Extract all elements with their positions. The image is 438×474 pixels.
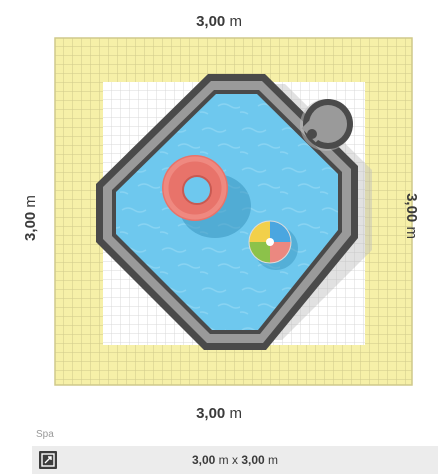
dimension-top: 3,00 m — [0, 13, 438, 30]
dimension-top-unit: m — [229, 13, 242, 30]
dimension-left: 3,00 m — [22, 188, 39, 248]
dimension-right-unit: m — [403, 226, 420, 239]
dimension-right: 3,00 m — [403, 186, 420, 246]
spa-depth-value: 3,00 — [241, 453, 265, 467]
dimension-bottom-value: 3,00 — [196, 405, 226, 422]
resize-icon — [39, 451, 57, 469]
dimension-left-value: 3,00 — [22, 211, 39, 241]
spa-size-separator: x — [232, 453, 238, 467]
spa-depth-unit: m — [268, 453, 279, 467]
spa-width-unit: m — [218, 453, 229, 467]
dimension-bottom: 3,00 m — [0, 405, 438, 422]
beach-ball — [248, 220, 298, 270]
spa-size-text: 3,00 m x 3,00 m — [32, 453, 438, 467]
pool-ladder — [300, 99, 353, 151]
dimension-top-value: 3,00 — [196, 13, 226, 30]
spa-width-value: 3,00 — [191, 453, 216, 467]
dimension-bottom-unit: m — [229, 405, 242, 422]
dimension-right-value: 3,00 — [403, 193, 420, 223]
dimension-left-unit: m — [22, 195, 39, 208]
spa-size-option[interactable]: 3,00 m x 3,00 m — [32, 446, 438, 474]
spa-label: Spa — [36, 429, 54, 440]
swim-ring — [162, 155, 251, 238]
